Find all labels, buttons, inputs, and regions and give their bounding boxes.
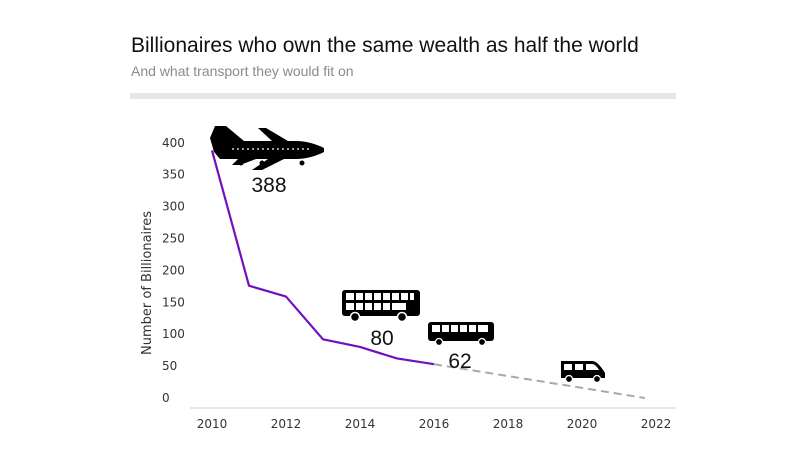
airplane-icon <box>210 126 324 170</box>
x-tick-label: 2012 <box>271 417 302 431</box>
projection-line <box>433 363 646 399</box>
y-tick-label: 300 <box>162 200 185 214</box>
y-tick-label: 400 <box>162 136 185 150</box>
minibus-icon <box>561 361 605 384</box>
y-tick-label: 350 <box>162 168 185 182</box>
series-lines <box>210 150 646 399</box>
y-tick-label: 150 <box>162 295 185 309</box>
x-tick-label: 2018 <box>493 417 524 431</box>
double-decker-bus-icon <box>342 290 420 323</box>
billionaires-line <box>210 150 435 366</box>
x-tick-label: 2022 <box>641 417 672 431</box>
data-label-62: 62 <box>448 350 471 373</box>
y-tick-label: 50 <box>162 359 177 373</box>
y-tick-label: 100 <box>162 327 185 341</box>
x-tick-label: 2016 <box>419 417 450 431</box>
x-tick-label: 2020 <box>567 417 598 431</box>
data-label-80: 80 <box>370 327 393 350</box>
bus-icon <box>428 322 494 347</box>
title-divider <box>130 93 676 99</box>
chart-subtitle: And what transport they would fit on <box>131 63 354 79</box>
y-tick-label: 250 <box>162 232 185 246</box>
y-axis-label: Number of Billionaires <box>140 211 155 355</box>
chart-title: Billionaires who own the same wealth as … <box>131 34 639 57</box>
data-label-388: 388 <box>251 174 286 197</box>
y-tick-labels: 0 50 100 150 200 250 300 350 400 <box>162 136 185 405</box>
x-tick-labels: 2010 2012 2014 2016 2018 2020 2022 <box>197 417 672 431</box>
y-tick-label: 0 <box>162 391 170 405</box>
x-tick-label: 2014 <box>345 417 376 431</box>
x-tick-label: 2010 <box>197 417 228 431</box>
y-tick-label: 200 <box>162 263 185 277</box>
